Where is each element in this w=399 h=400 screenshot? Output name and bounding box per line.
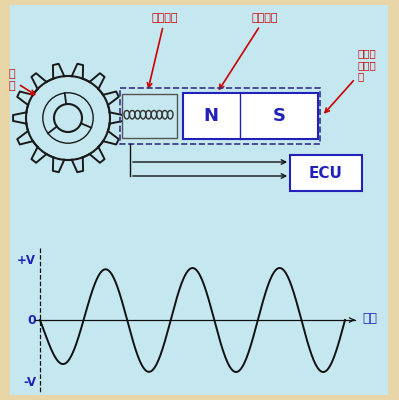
Text: 转
子: 转 子 bbox=[9, 69, 35, 94]
Text: 时间: 时间 bbox=[362, 312, 377, 326]
Text: 0: 0 bbox=[27, 314, 36, 326]
Bar bbox=[290, 155, 362, 191]
Text: 永久磁铁: 永久磁铁 bbox=[219, 13, 278, 89]
Bar bbox=[120, 88, 320, 144]
Text: +V: +V bbox=[17, 254, 36, 266]
Text: 车轮转
速传感
器: 车轮转 速传感 器 bbox=[325, 48, 377, 112]
Text: -V: -V bbox=[23, 376, 36, 388]
Text: ECU: ECU bbox=[309, 166, 343, 180]
Text: 感应线圈: 感应线圈 bbox=[147, 13, 178, 88]
Text: N: N bbox=[204, 107, 219, 125]
Bar bbox=[183, 93, 318, 139]
Text: S: S bbox=[273, 107, 285, 125]
Bar bbox=[122, 94, 177, 138]
